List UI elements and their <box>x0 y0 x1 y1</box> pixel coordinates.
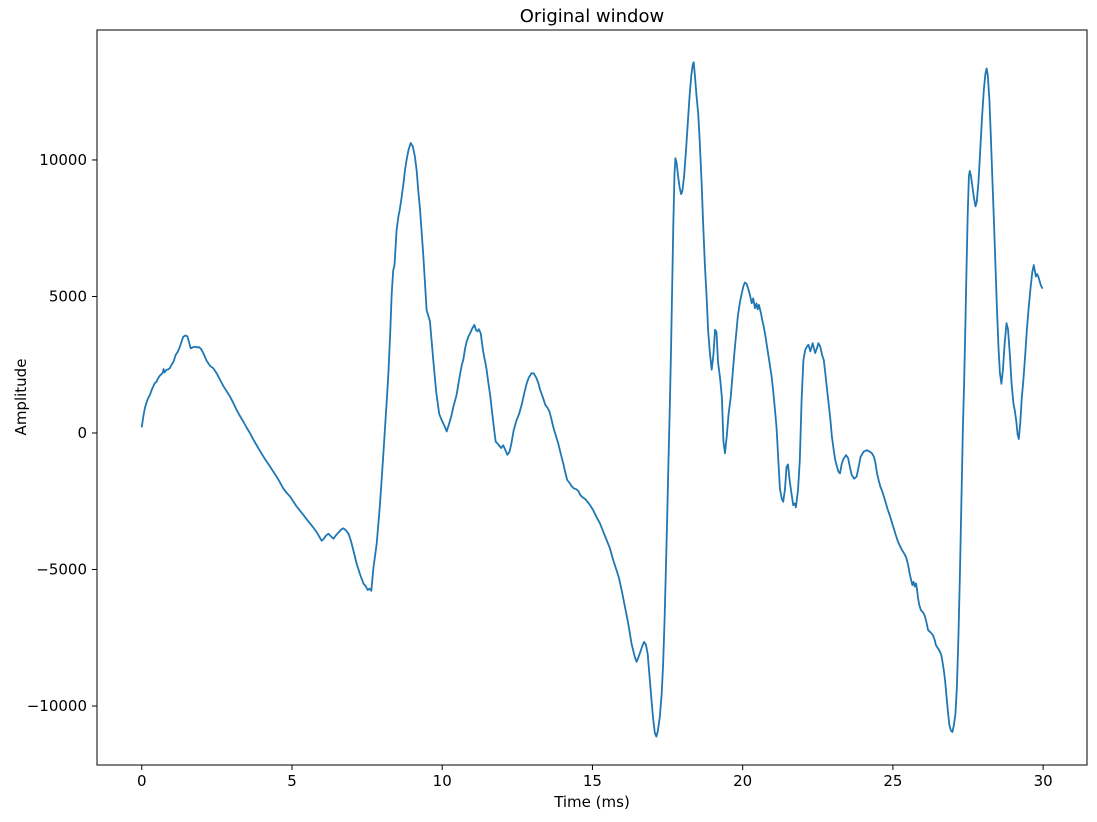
y-tick-label: 0 <box>77 424 87 442</box>
x-tick-label: 5 <box>287 772 297 790</box>
waveform-line <box>140 61 1044 738</box>
y-tick-label: −5000 <box>36 561 87 579</box>
x-tick-label: 20 <box>733 772 752 790</box>
y-tick-label: 10000 <box>39 151 87 169</box>
x-tick-label: 30 <box>1034 772 1053 790</box>
y-tick-label: −10000 <box>27 697 87 715</box>
y-tick-label: 5000 <box>49 287 87 305</box>
chart-title: Original window <box>519 6 665 27</box>
axes-frame <box>96 29 1088 766</box>
x-axis-label: Time (ms) <box>554 793 630 811</box>
x-tick-label: 0 <box>137 772 147 790</box>
x-tick-label: 15 <box>583 772 602 790</box>
x-tick-label: 25 <box>883 772 902 790</box>
x-tick-label: 10 <box>433 772 452 790</box>
